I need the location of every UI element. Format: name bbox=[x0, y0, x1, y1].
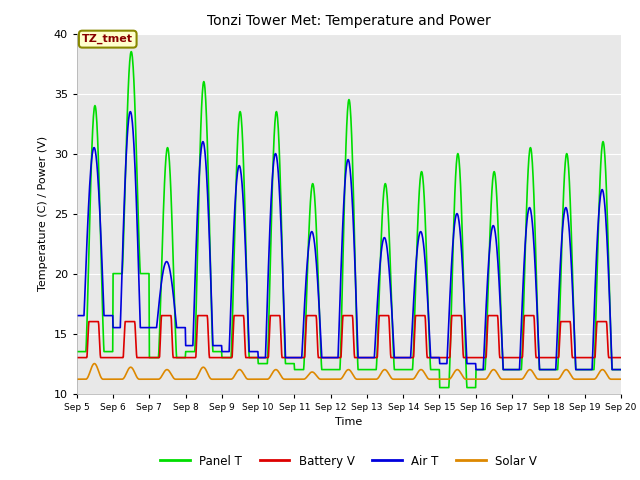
Air T bbox=[195, 193, 202, 199]
Legend: Panel T, Battery V, Air T, Solar V: Panel T, Battery V, Air T, Solar V bbox=[156, 450, 542, 472]
Solar V bbox=[73, 376, 81, 382]
Panel T bbox=[505, 367, 513, 372]
Solar V bbox=[255, 376, 263, 382]
Battery V bbox=[255, 355, 263, 360]
Text: TZ_tmet: TZ_tmet bbox=[83, 34, 133, 44]
X-axis label: Time: Time bbox=[335, 417, 362, 427]
Title: Tonzi Tower Met: Temperature and Power: Tonzi Tower Met: Temperature and Power bbox=[207, 14, 491, 28]
Solar V bbox=[181, 376, 189, 382]
Panel T bbox=[617, 367, 625, 372]
Air T bbox=[472, 367, 480, 372]
Battery V bbox=[195, 313, 202, 319]
Panel T bbox=[73, 348, 81, 354]
Air T bbox=[617, 367, 625, 372]
Battery V bbox=[73, 355, 81, 360]
Y-axis label: Temperature (C) / Power (V): Temperature (C) / Power (V) bbox=[38, 136, 48, 291]
Panel T bbox=[436, 385, 444, 391]
Battery V bbox=[181, 355, 189, 360]
Air T bbox=[434, 355, 442, 360]
Solar V bbox=[617, 376, 625, 382]
Air T bbox=[181, 324, 189, 330]
Line: Battery V: Battery V bbox=[77, 316, 621, 358]
Air T bbox=[127, 109, 134, 115]
Panel T bbox=[127, 48, 135, 54]
Air T bbox=[505, 367, 513, 372]
Panel T bbox=[255, 361, 263, 367]
Line: Air T: Air T bbox=[77, 112, 621, 370]
Solar V bbox=[91, 361, 99, 367]
Solar V bbox=[434, 376, 442, 382]
Battery V bbox=[157, 313, 165, 319]
Panel T bbox=[181, 355, 189, 360]
Panel T bbox=[195, 223, 202, 229]
Solar V bbox=[195, 372, 202, 378]
Battery V bbox=[505, 355, 513, 360]
Air T bbox=[73, 313, 81, 319]
Line: Solar V: Solar V bbox=[77, 364, 621, 379]
Panel T bbox=[553, 367, 561, 372]
Solar V bbox=[553, 376, 561, 382]
Battery V bbox=[434, 355, 442, 360]
Line: Panel T: Panel T bbox=[77, 51, 621, 388]
Air T bbox=[255, 355, 263, 360]
Solar V bbox=[505, 376, 513, 382]
Battery V bbox=[553, 355, 561, 360]
Battery V bbox=[617, 355, 625, 360]
Air T bbox=[553, 340, 561, 346]
Panel T bbox=[434, 367, 442, 372]
